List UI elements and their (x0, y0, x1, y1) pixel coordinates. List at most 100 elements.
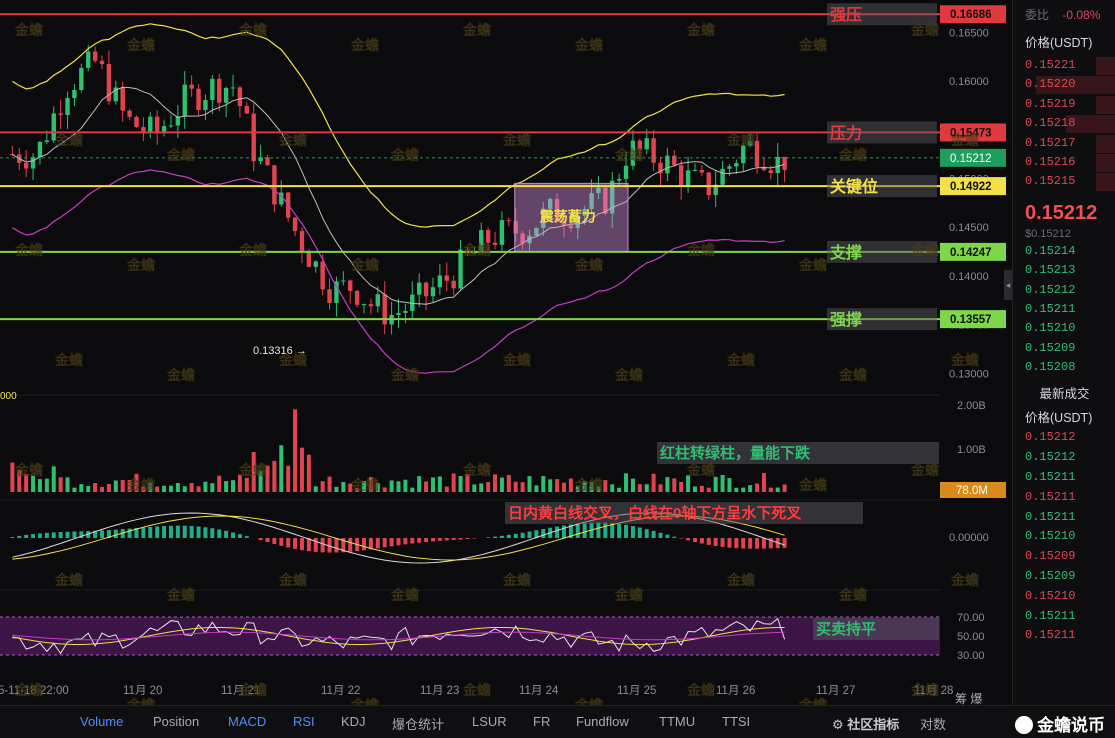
indicator-tab[interactable]: LSUR (472, 714, 507, 729)
indicator-tab[interactable]: KDJ (341, 714, 366, 729)
volume-bar (24, 474, 28, 492)
volume-bar (638, 484, 642, 492)
candle-body (679, 165, 683, 186)
macd-bar (52, 532, 56, 538)
candle-body (438, 275, 442, 287)
extra-toggle[interactable]: 筹 爆 (955, 690, 982, 707)
candle-body (631, 141, 635, 166)
indicator-tab[interactable]: FR (533, 714, 550, 729)
volume-bar (114, 480, 118, 492)
indicator-tab[interactable]: 爆仓统计 (392, 714, 444, 733)
bid-row[interactable]: 0.15211 (1013, 300, 1115, 319)
volume-bar (617, 488, 621, 492)
macd-bar (438, 538, 442, 541)
macd-bar (638, 527, 642, 538)
bid-row[interactable]: 0.15213 (1013, 261, 1115, 280)
candle-body (700, 170, 704, 173)
volume-bar (645, 484, 649, 492)
indicator-tab[interactable]: Fundflow (576, 714, 629, 729)
level-label: 强压 (830, 6, 862, 24)
indicator-tab[interactable]: MACD (228, 714, 266, 729)
volume-bar (403, 480, 407, 492)
trades-title[interactable]: 最新成交 (1013, 377, 1115, 408)
candle-body (314, 261, 318, 266)
candle-body (134, 117, 138, 127)
candle-body (417, 283, 421, 295)
indicator-tab-bar: Volume Position MACD RSI KDJ 爆仓统计 LSUR FR Fundfl… (0, 705, 1115, 738)
ask-row[interactable]: 0.15219 (1013, 95, 1115, 114)
log-scale-toggle[interactable]: 对数 (920, 714, 946, 733)
candle-body (65, 98, 69, 115)
volume-bar (341, 482, 345, 492)
candle-body (307, 252, 311, 267)
community-indicator-button[interactable]: ⚙ 社区指标 (832, 714, 899, 733)
candle-body (665, 156, 669, 174)
macd-bar (396, 538, 400, 545)
candle-body (86, 52, 90, 68)
macd-bar (693, 538, 697, 542)
volume-bar (162, 486, 166, 492)
bid-row[interactable]: 0.15210 (1013, 319, 1115, 338)
macd-bar (162, 526, 166, 538)
candle-body (58, 113, 62, 114)
candle-body (293, 218, 297, 231)
rsi-annotation: 买卖持平 (816, 620, 876, 638)
macd-bar (721, 538, 725, 547)
ask-depth-bar (1096, 135, 1115, 153)
volume-bar (741, 488, 745, 492)
ask-row[interactable]: 0.15217 (1013, 134, 1115, 153)
candle-body (31, 157, 35, 168)
trade-row: 0.15212 (1013, 448, 1115, 468)
volume-bar (390, 480, 394, 492)
candle-body (210, 79, 214, 100)
candle-body (355, 291, 359, 305)
candle-body (231, 87, 235, 88)
volume-bar (541, 476, 545, 492)
ask-depth-bar (1096, 154, 1115, 172)
volume-bar (231, 480, 235, 492)
price-chart[interactable]: 0.165000.160000.150000.145000.140000.135… (0, 0, 1010, 705)
macd-bar (24, 535, 28, 538)
volume-bar (686, 475, 690, 492)
bid-row[interactable]: 0.15208 (1013, 358, 1115, 377)
volume-bar (265, 466, 269, 492)
volume-current-label: 78.0M (956, 485, 988, 497)
volume-bar (245, 478, 249, 492)
level-label: 压力 (830, 123, 862, 142)
ask-row[interactable]: 0.15220 (1013, 75, 1115, 94)
volume-bar (38, 479, 42, 492)
indicator-tab[interactable]: Volume (80, 714, 123, 729)
candle-body (217, 79, 221, 103)
indicator-tab[interactable]: TTMU (659, 714, 695, 729)
ask-row[interactable]: 0.15218 (1013, 114, 1115, 133)
macd-bar (762, 538, 766, 549)
volume-bar (59, 477, 63, 492)
ask-row[interactable]: 0.15221 (1013, 56, 1115, 75)
bid-row[interactable]: 0.15209 (1013, 339, 1115, 358)
ask-row[interactable]: 0.15216 (1013, 153, 1115, 172)
candle-body (651, 138, 655, 163)
volume-bar (707, 488, 711, 492)
x-tick-label: 5-11-18 22:00 (0, 685, 69, 697)
candle-body (183, 85, 187, 117)
volume-bar (500, 478, 504, 492)
volume-bar (659, 484, 663, 492)
bid-row[interactable]: 0.15214 (1013, 242, 1115, 261)
volume-bar (583, 481, 587, 492)
volume-bar (334, 487, 338, 492)
volume-bar (197, 486, 201, 492)
ask-row[interactable]: 0.15215 (1013, 172, 1115, 191)
trade-row: 0.15211 (1013, 607, 1115, 627)
indicator-tab[interactable]: RSI (293, 714, 315, 729)
candle-body (189, 85, 193, 89)
bid-row[interactable]: 0.15212 (1013, 281, 1115, 300)
panel-collapse-handle[interactable]: ◂ (1004, 270, 1012, 300)
trade-row: 0.15211 (1013, 626, 1115, 646)
indicator-tab[interactable]: TTSI (722, 714, 750, 729)
level-price-label: 0.14922 (950, 181, 992, 193)
macd-bar (148, 527, 152, 538)
volume-bar (141, 487, 145, 492)
volume-bar (369, 477, 373, 492)
candle-body (300, 231, 304, 252)
indicator-tab[interactable]: Position (153, 714, 199, 729)
